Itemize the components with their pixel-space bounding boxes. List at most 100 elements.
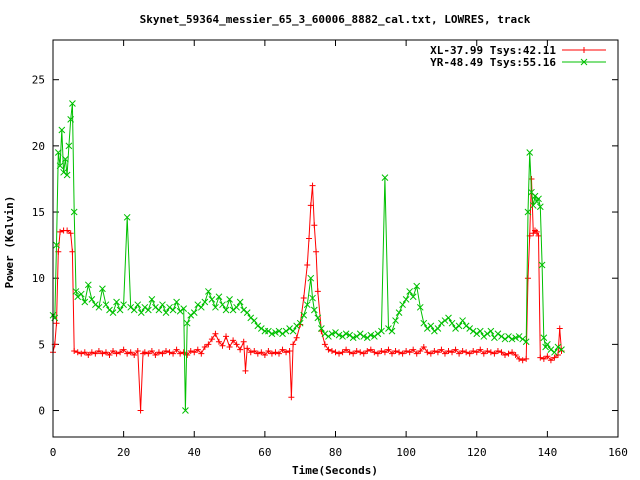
- data-point: [360, 333, 368, 340]
- x-tick-label: 20: [117, 446, 130, 459]
- data-point: [69, 248, 76, 255]
- data-point: [381, 174, 389, 181]
- data-point: [533, 228, 540, 235]
- data-point: [242, 367, 249, 374]
- data-point: [257, 325, 265, 332]
- data-point: [346, 349, 353, 356]
- data-point: [339, 349, 346, 356]
- data-point: [556, 325, 563, 332]
- data-point: [159, 350, 166, 357]
- x-tick-label: 120: [467, 446, 487, 459]
- data-point: [522, 338, 530, 346]
- data-point: [106, 306, 113, 314]
- data-point: [145, 350, 152, 357]
- data-point: [268, 350, 275, 357]
- data-point: [554, 351, 561, 358]
- chart-title: Skynet_59364_messier_65_3_60006_8882_cal…: [140, 13, 531, 26]
- data-point: [155, 306, 163, 314]
- data-point: [170, 350, 177, 357]
- data-point: [540, 355, 547, 362]
- data-point: [123, 213, 131, 221]
- data-point: [413, 350, 420, 357]
- y-tick-label: 25: [32, 74, 45, 87]
- data-point: [222, 306, 230, 314]
- data-point: [374, 330, 382, 338]
- data-point: [309, 182, 316, 189]
- data-point: [127, 349, 134, 356]
- data-point: [452, 325, 459, 332]
- data-point: [480, 350, 487, 357]
- data-point: [116, 306, 124, 314]
- data-point: [130, 306, 138, 314]
- data-point: [519, 357, 526, 364]
- data-point: [304, 261, 311, 268]
- data-point: [353, 347, 360, 354]
- data-point: [346, 331, 353, 339]
- data-point: [120, 301, 127, 309]
- data-point: [236, 298, 244, 306]
- x-tick-label: 0: [50, 446, 57, 459]
- data-point: [512, 334, 519, 342]
- data-point: [74, 349, 81, 356]
- legend-swatch-marker: [580, 58, 588, 66]
- y-tick-label: 15: [32, 206, 45, 219]
- data-point: [519, 335, 527, 343]
- data-point: [144, 306, 152, 314]
- data-point: [524, 208, 532, 216]
- data-point: [187, 311, 195, 319]
- data-point: [526, 149, 534, 156]
- data-point: [194, 301, 202, 309]
- data-point: [53, 241, 60, 249]
- data-point: [531, 192, 539, 200]
- data-point: [163, 347, 169, 354]
- data-point: [191, 349, 198, 356]
- data-point: [155, 349, 162, 356]
- data-point: [378, 347, 385, 354]
- data-point: [148, 347, 155, 354]
- data-point: [296, 319, 304, 327]
- data-point: [258, 349, 265, 356]
- legend-label: YR-48.49 Tsys:55.16: [430, 56, 556, 69]
- data-point: [141, 303, 149, 311]
- data-point: [77, 290, 85, 298]
- data-point: [166, 349, 173, 356]
- data-point: [173, 298, 180, 306]
- data-point: [293, 334, 300, 341]
- data-point: [484, 347, 491, 354]
- data-point: [523, 355, 530, 362]
- data-point: [413, 282, 421, 290]
- data-point: [427, 350, 434, 357]
- data-point: [300, 311, 308, 319]
- data-point: [416, 303, 424, 311]
- series-2: [49, 100, 565, 414]
- data-point: [434, 349, 441, 356]
- data-point: [64, 227, 71, 234]
- data-point: [184, 351, 191, 358]
- x-tick-label: 100: [396, 446, 416, 459]
- data-point: [201, 344, 208, 351]
- data-point: [431, 347, 438, 354]
- data-point: [205, 341, 212, 348]
- data-point: [410, 346, 417, 353]
- data-point: [303, 301, 311, 309]
- data-point: [406, 288, 414, 295]
- data-point: [265, 347, 272, 354]
- data-point: [544, 341, 551, 348]
- data-point: [374, 350, 381, 357]
- data-point: [120, 346, 127, 353]
- data-point: [448, 319, 456, 327]
- legend-label: XL-37.99 Tsys:42.11: [430, 44, 556, 57]
- x-tick-label: 80: [329, 446, 342, 459]
- data-point: [515, 333, 523, 340]
- data-point: [395, 309, 403, 316]
- data-point: [102, 349, 109, 356]
- data-point: [399, 350, 406, 357]
- data-point: [288, 394, 295, 401]
- data-point: [201, 298, 209, 306]
- data-point: [417, 347, 424, 354]
- data-point: [56, 162, 64, 170]
- data-point: [409, 293, 417, 301]
- data-point: [389, 350, 395, 357]
- data-point: [208, 336, 215, 343]
